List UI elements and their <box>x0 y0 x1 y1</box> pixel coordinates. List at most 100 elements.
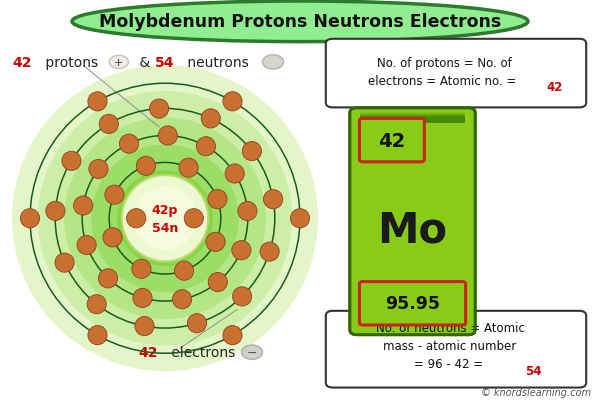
FancyBboxPatch shape <box>360 113 465 119</box>
FancyBboxPatch shape <box>360 115 465 122</box>
Ellipse shape <box>175 262 194 281</box>
FancyBboxPatch shape <box>360 116 465 122</box>
Text: No. of neutrons = Atomic
mass - atomic number
= 96 - 42 =: No. of neutrons = Atomic mass - atomic n… <box>376 321 524 370</box>
FancyBboxPatch shape <box>360 114 465 120</box>
Ellipse shape <box>12 66 318 371</box>
Ellipse shape <box>135 189 195 249</box>
Text: Molybdenum Protons Neutrons Electrons: Molybdenum Protons Neutrons Electrons <box>99 13 501 31</box>
FancyBboxPatch shape <box>360 114 465 121</box>
Ellipse shape <box>196 137 215 156</box>
FancyBboxPatch shape <box>360 113 465 119</box>
Ellipse shape <box>62 152 81 171</box>
FancyBboxPatch shape <box>360 116 465 122</box>
Ellipse shape <box>208 190 227 209</box>
Text: &: & <box>135 56 155 70</box>
Text: neutrons: neutrons <box>183 56 249 70</box>
FancyBboxPatch shape <box>360 113 465 119</box>
FancyBboxPatch shape <box>360 113 465 119</box>
Text: 54: 54 <box>155 56 175 70</box>
Ellipse shape <box>208 273 227 292</box>
Ellipse shape <box>103 228 122 247</box>
Ellipse shape <box>149 100 169 119</box>
Ellipse shape <box>77 236 96 255</box>
Text: Mo: Mo <box>377 209 448 252</box>
FancyBboxPatch shape <box>360 118 465 124</box>
Text: © knordslearning.com: © knordslearning.com <box>481 387 591 397</box>
Ellipse shape <box>263 190 283 209</box>
Ellipse shape <box>225 164 244 183</box>
Ellipse shape <box>105 185 124 205</box>
Ellipse shape <box>89 160 108 179</box>
FancyBboxPatch shape <box>360 117 465 123</box>
FancyBboxPatch shape <box>360 113 465 119</box>
FancyBboxPatch shape <box>360 116 465 122</box>
Ellipse shape <box>233 287 252 306</box>
FancyBboxPatch shape <box>359 119 424 162</box>
FancyBboxPatch shape <box>360 117 465 123</box>
FancyBboxPatch shape <box>360 113 465 119</box>
Text: 42: 42 <box>12 56 32 70</box>
Text: 42: 42 <box>138 345 157 359</box>
Text: +: + <box>114 58 124 68</box>
FancyBboxPatch shape <box>360 117 465 124</box>
Ellipse shape <box>184 209 203 228</box>
FancyBboxPatch shape <box>360 115 465 121</box>
FancyBboxPatch shape <box>360 117 465 124</box>
Ellipse shape <box>99 115 118 134</box>
Ellipse shape <box>263 55 284 70</box>
Ellipse shape <box>238 202 257 221</box>
FancyBboxPatch shape <box>360 113 465 120</box>
FancyBboxPatch shape <box>360 114 465 120</box>
Ellipse shape <box>64 118 266 319</box>
FancyBboxPatch shape <box>360 115 465 121</box>
Ellipse shape <box>260 243 279 262</box>
Text: electrons: electrons <box>167 345 235 359</box>
Ellipse shape <box>290 209 310 228</box>
FancyBboxPatch shape <box>360 114 465 120</box>
Ellipse shape <box>133 187 197 250</box>
FancyBboxPatch shape <box>360 113 465 119</box>
FancyBboxPatch shape <box>360 114 465 120</box>
Ellipse shape <box>91 145 239 292</box>
Text: 42p: 42p <box>152 203 178 216</box>
Ellipse shape <box>241 345 263 360</box>
Ellipse shape <box>201 109 220 129</box>
Ellipse shape <box>158 127 178 146</box>
Ellipse shape <box>38 92 292 345</box>
Text: 95.95: 95.95 <box>385 294 440 313</box>
Ellipse shape <box>119 135 139 154</box>
FancyBboxPatch shape <box>360 115 465 121</box>
FancyBboxPatch shape <box>326 311 586 388</box>
Ellipse shape <box>122 176 208 262</box>
Ellipse shape <box>132 260 151 279</box>
Ellipse shape <box>88 326 107 345</box>
Text: −: − <box>247 346 257 359</box>
FancyBboxPatch shape <box>360 117 465 123</box>
Ellipse shape <box>136 157 155 176</box>
Ellipse shape <box>117 171 213 266</box>
FancyBboxPatch shape <box>360 117 465 124</box>
Ellipse shape <box>232 241 251 260</box>
FancyBboxPatch shape <box>360 114 465 120</box>
Ellipse shape <box>223 92 242 112</box>
Ellipse shape <box>135 317 154 336</box>
Ellipse shape <box>187 314 206 333</box>
Text: No. of protons = No. of
electrons = Atomic no. =: No. of protons = No. of electrons = Atom… <box>368 56 520 87</box>
FancyBboxPatch shape <box>360 117 465 123</box>
Ellipse shape <box>46 202 65 221</box>
Ellipse shape <box>173 290 192 309</box>
Ellipse shape <box>127 209 146 228</box>
FancyBboxPatch shape <box>350 109 475 335</box>
Ellipse shape <box>55 254 74 273</box>
FancyBboxPatch shape <box>326 40 586 108</box>
Ellipse shape <box>98 269 118 288</box>
Text: 42: 42 <box>546 81 562 94</box>
Text: 54n: 54n <box>152 221 178 234</box>
Ellipse shape <box>20 209 40 228</box>
FancyBboxPatch shape <box>360 115 465 122</box>
FancyBboxPatch shape <box>360 115 465 122</box>
FancyBboxPatch shape <box>360 117 465 124</box>
FancyBboxPatch shape <box>360 116 465 122</box>
Ellipse shape <box>133 289 152 308</box>
FancyBboxPatch shape <box>360 118 465 124</box>
